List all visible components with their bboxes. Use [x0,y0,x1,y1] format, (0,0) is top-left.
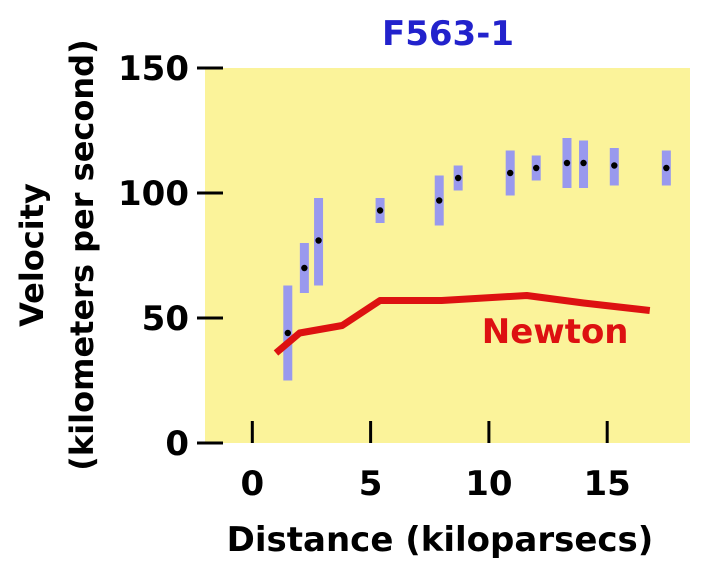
data-point [315,237,322,244]
data-point [580,159,587,167]
newton-line [273,292,651,356]
data-point [611,162,618,169]
newton-label: Newton [482,312,629,352]
axis-ticks: 0 50 100 150 0 5 10 15 [118,49,631,504]
data-point [533,164,540,172]
data-point [506,169,514,177]
plot-area [205,68,690,443]
y-tick-label: 50 [142,299,189,339]
data-point [454,174,462,182]
data-point [301,264,308,272]
y-tick-label: 150 [118,49,189,89]
chart-title: F563-1 [382,14,514,54]
y-axis-label-line1: Velocity [13,183,51,327]
data-point [563,159,571,167]
x-tick-label: 0 [240,464,264,504]
data-point [436,197,443,204]
data-point [376,207,384,214]
y-tick-label: 100 [118,174,189,214]
data-point [663,164,670,172]
x-tick-label: 5 [359,464,383,504]
x-tick-label: 10 [465,464,512,504]
x-tick-label: 15 [584,464,631,504]
newton-line-layer [273,292,651,356]
y-axis-label-line2: (kilometers per second) [63,39,101,470]
y-tick-label: 0 [165,424,189,464]
data-points [284,159,670,337]
x-axis-label: Distance (kiloparsecs) [227,520,654,560]
data-point [284,329,292,337]
